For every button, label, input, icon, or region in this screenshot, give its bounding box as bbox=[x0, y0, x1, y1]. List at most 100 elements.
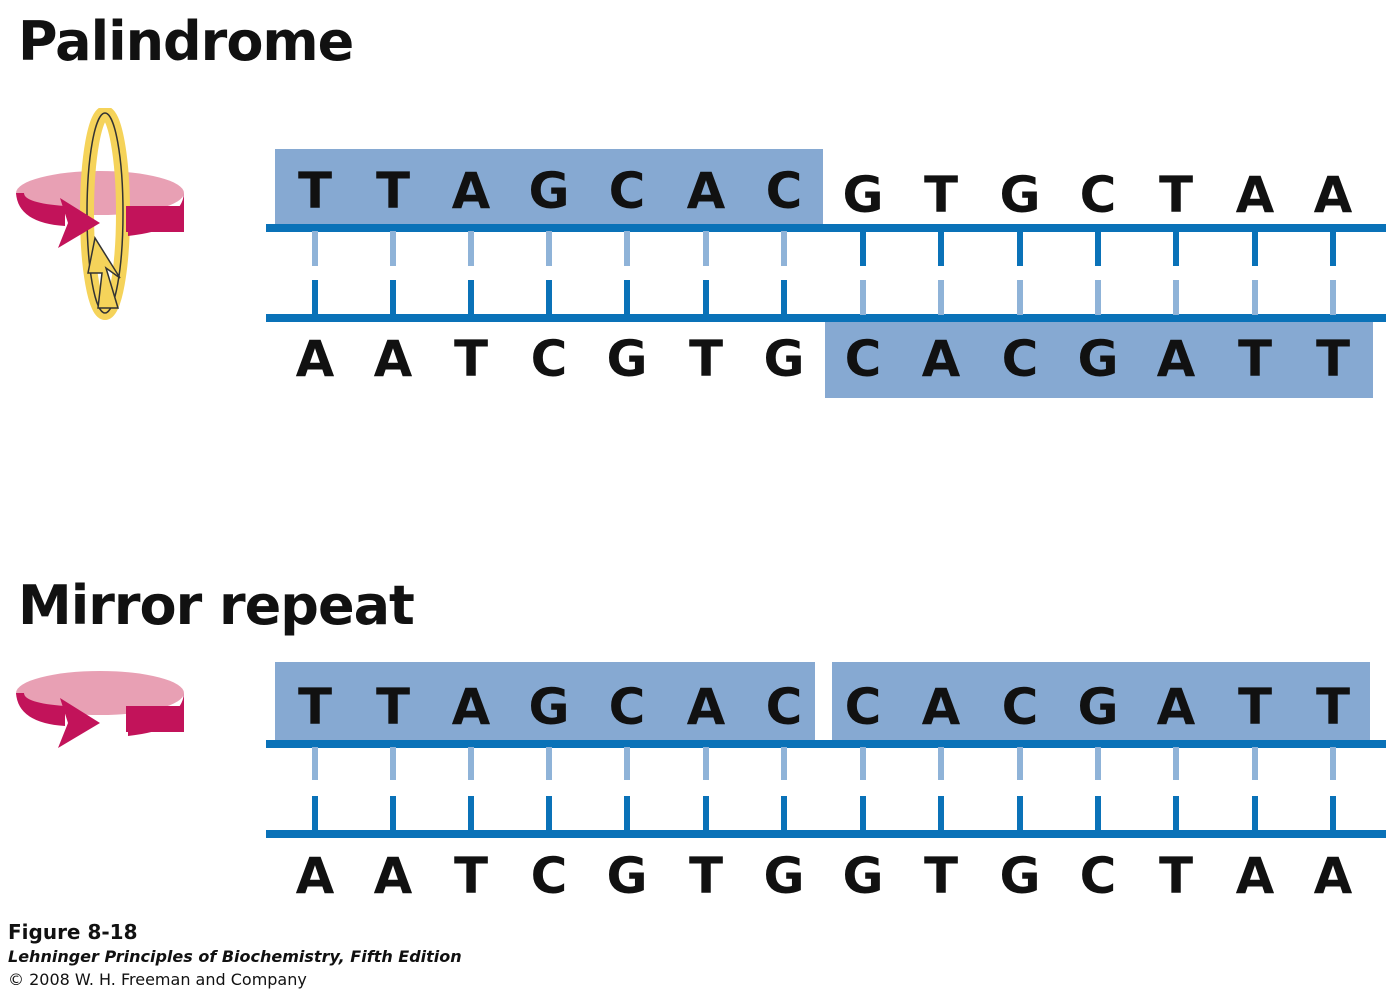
palindrome-pair-tick-upper-8 bbox=[860, 231, 866, 266]
palindrome-top-base-11: C bbox=[1080, 166, 1117, 224]
palindrome-pair-tick-upper-6 bbox=[703, 231, 709, 266]
mirror-pair-tick-lower-11 bbox=[1095, 796, 1101, 831]
palindrome-bottom-base-9: A bbox=[922, 330, 961, 388]
palindrome-pair-tick-lower-14 bbox=[1330, 280, 1336, 315]
palindrome-pair-tick-lower-7 bbox=[781, 280, 787, 315]
palindrome-pair-tick-lower-3 bbox=[468, 280, 474, 315]
palindrome-pair-tick-lower-8 bbox=[860, 280, 866, 315]
palindrome-pair-tick-lower-9 bbox=[938, 280, 944, 315]
mirror-bottom-base-1: A bbox=[296, 847, 335, 905]
mirror-top-base-14: T bbox=[1316, 678, 1350, 736]
palindrome-bottom-base-7: G bbox=[763, 330, 804, 388]
palindrome-top-base-6: A bbox=[687, 162, 726, 220]
mirror-pair-tick-upper-7 bbox=[781, 747, 787, 780]
mirror-bottom-base-5: G bbox=[606, 847, 647, 905]
mirror-top-base-4: G bbox=[528, 678, 569, 736]
mirror-top-highlight-right bbox=[832, 662, 1370, 746]
palindrome-top-base-9: T bbox=[924, 166, 958, 224]
mirror-top-base-8: C bbox=[845, 678, 882, 736]
mirror-pair-tick-lower-2 bbox=[390, 796, 396, 831]
palindrome-bottom-base-2: A bbox=[374, 330, 413, 388]
palindrome-pair-tick-upper-13 bbox=[1252, 231, 1258, 266]
mirror-top-base-10: C bbox=[1002, 678, 1039, 736]
mirror-pair-tick-upper-12 bbox=[1173, 747, 1179, 780]
palindrome-top-highlight bbox=[275, 149, 823, 231]
mirror-bottom-backbone bbox=[266, 830, 1386, 838]
palindrome-pair-tick-upper-14 bbox=[1330, 231, 1336, 266]
mirror-pair-tick-upper-5 bbox=[624, 747, 630, 780]
mirror-top-base-7: C bbox=[766, 678, 803, 736]
palindrome-pair-tick-lower-11 bbox=[1095, 280, 1101, 315]
palindrome-bottom-base-10: C bbox=[1002, 330, 1039, 388]
mirror-rotation-icon bbox=[16, 671, 184, 748]
mirror-pair-tick-lower-14 bbox=[1330, 796, 1336, 831]
palindrome-pair-tick-upper-9 bbox=[938, 231, 944, 266]
mirror-top-base-12: A bbox=[1157, 678, 1196, 736]
palindrome-bottom-base-5: G bbox=[606, 330, 647, 388]
mirror-pair-tick-lower-7 bbox=[781, 796, 787, 831]
mirror-top-base-6: A bbox=[687, 678, 726, 736]
mirror-repeat-title: Mirror repeat bbox=[18, 574, 415, 637]
palindrome-pair-tick-lower-10 bbox=[1017, 280, 1023, 315]
figure-label: Figure 8-18 bbox=[8, 920, 138, 944]
palindrome-pair-tick-upper-7 bbox=[781, 231, 787, 266]
mirror-top-base-5: C bbox=[609, 678, 646, 736]
palindrome-bottom-base-14: T bbox=[1316, 330, 1350, 388]
mirror-pair-tick-lower-1 bbox=[312, 796, 318, 831]
mirror-bottom-base-8: G bbox=[842, 847, 883, 905]
mirror-pair-tick-lower-4 bbox=[546, 796, 552, 831]
palindrome-top-base-14: A bbox=[1314, 166, 1353, 224]
palindrome-pair-tick-lower-13 bbox=[1252, 280, 1258, 315]
palindrome-pair-tick-upper-2 bbox=[390, 231, 396, 266]
mirror-bottom-base-12: T bbox=[1159, 847, 1193, 905]
palindrome-pair-tick-upper-12 bbox=[1173, 231, 1179, 266]
mirror-top-highlight-left bbox=[275, 662, 815, 746]
mirror-pair-tick-upper-9 bbox=[938, 747, 944, 780]
palindrome-pair-tick-upper-10 bbox=[1017, 231, 1023, 266]
palindrome-bottom-base-4: C bbox=[531, 330, 568, 388]
copyright: © 2008 W. H. Freeman and Company bbox=[8, 970, 307, 989]
mirror-pair-tick-lower-8 bbox=[860, 796, 866, 831]
mirror-pair-tick-upper-6 bbox=[703, 747, 709, 780]
mirror-top-base-11: G bbox=[1077, 678, 1118, 736]
palindrome-pair-tick-lower-2 bbox=[390, 280, 396, 315]
palindrome-top-base-12: T bbox=[1159, 166, 1193, 224]
palindrome-top-base-4: G bbox=[528, 162, 569, 220]
mirror-top-backbone bbox=[266, 740, 1386, 748]
palindrome-bottom-base-11: G bbox=[1077, 330, 1118, 388]
mirror-bottom-base-11: C bbox=[1080, 847, 1117, 905]
mirror-pair-tick-upper-10 bbox=[1017, 747, 1023, 780]
mirror-pair-tick-upper-3 bbox=[468, 747, 474, 780]
palindrome-pair-tick-lower-4 bbox=[546, 280, 552, 315]
mirror-top-base-2: T bbox=[376, 678, 410, 736]
mirror-bottom-base-10: G bbox=[999, 847, 1040, 905]
palindrome-bottom-base-13: T bbox=[1238, 330, 1272, 388]
palindrome-pair-tick-upper-4 bbox=[546, 231, 552, 266]
palindrome-pair-tick-lower-5 bbox=[624, 280, 630, 315]
rotation-180-icon bbox=[16, 108, 184, 320]
palindrome-pair-tick-upper-11 bbox=[1095, 231, 1101, 266]
palindrome-bottom-base-1: A bbox=[296, 330, 335, 388]
palindrome-bottom-backbone bbox=[266, 314, 1386, 322]
palindrome-top-base-13: A bbox=[1236, 166, 1275, 224]
mirror-pair-tick-upper-13 bbox=[1252, 747, 1258, 780]
mirror-pair-tick-lower-6 bbox=[703, 796, 709, 831]
mirror-pair-tick-upper-11 bbox=[1095, 747, 1101, 780]
mirror-top-base-1: T bbox=[298, 678, 332, 736]
mirror-bottom-base-14: A bbox=[1314, 847, 1353, 905]
palindrome-bottom-base-3: T bbox=[454, 330, 488, 388]
palindrome-top-base-10: G bbox=[999, 166, 1040, 224]
palindrome-bottom-base-12: A bbox=[1157, 330, 1196, 388]
mirror-bottom-base-4: C bbox=[531, 847, 568, 905]
book-title: Lehninger Principles of Biochemistry, Fi… bbox=[8, 947, 462, 966]
mirror-bottom-base-3: T bbox=[454, 847, 488, 905]
palindrome-top-base-3: A bbox=[452, 162, 491, 220]
mirror-pair-tick-upper-1 bbox=[312, 747, 318, 780]
mirror-top-base-13: T bbox=[1238, 678, 1272, 736]
palindrome-top-base-8: G bbox=[842, 166, 883, 224]
palindrome-pair-tick-lower-12 bbox=[1173, 280, 1179, 315]
palindrome-pair-tick-upper-3 bbox=[468, 231, 474, 266]
mirror-pair-tick-lower-10 bbox=[1017, 796, 1023, 831]
